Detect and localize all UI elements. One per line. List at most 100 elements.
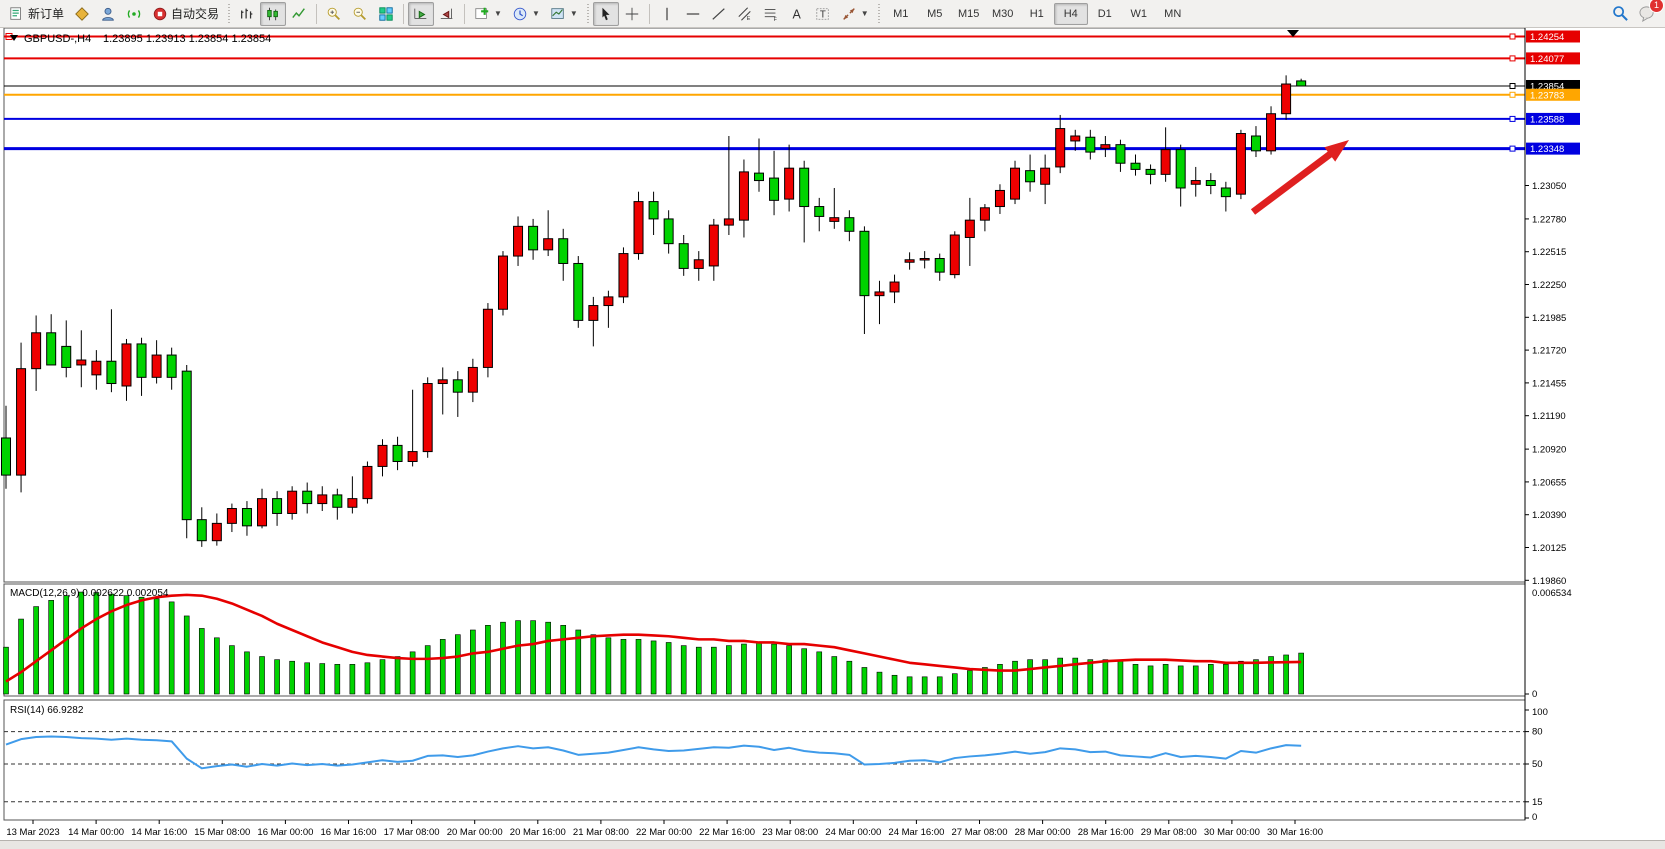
rsi-level-label-100: 100 <box>1532 707 1548 718</box>
time-axis-label: 24 Mar 00:00 <box>825 827 881 838</box>
timeframe-m5-button[interactable]: M5 <box>927 7 943 20</box>
svg-text:A: A <box>792 7 801 21</box>
rsi-level-label-15: 15 <box>1532 797 1543 808</box>
price-axis-label: 1.20920 <box>1532 445 1566 456</box>
time-axis-label: 13 Mar 2023 <box>6 827 59 838</box>
price-axis-label: 1.22515 <box>1532 247 1566 258</box>
time-axis-label: 16 Mar 00:00 <box>257 827 313 838</box>
price-axis-label: 1.21190 <box>1532 411 1566 422</box>
price-axis-label: 1.22780 <box>1532 214 1566 225</box>
periods-dropdown-button[interactable]: ▼ <box>507 2 545 26</box>
templates-dropdown-button[interactable]: ▼ <box>545 2 583 26</box>
notifications-icon[interactable]: 1 <box>1634 0 1664 26</box>
ohlc-values: 1.23895 1.23913 1.23854 1.23854 <box>103 33 271 45</box>
zoom-in-button[interactable] <box>321 2 347 26</box>
time-axis-label: 20 Mar 16:00 <box>510 827 566 838</box>
signals-button[interactable] <box>121 2 147 26</box>
timeframe-h4-button[interactable]: H4 <box>1053 2 1088 25</box>
zoom-out-button[interactable] <box>347 2 373 26</box>
candlestick-mode-button[interactable] <box>260 1 287 26</box>
toolbar-drag-handle[interactable] <box>876 3 881 24</box>
line-anchor-marker[interactable] <box>1509 55 1516 62</box>
time-axis-label: 28 Mar 16:00 <box>1078 827 1134 838</box>
tile-windows-button[interactable] <box>373 2 399 26</box>
macd-histogram <box>3 591 1304 695</box>
crosshair-tool-button[interactable] <box>619 2 645 26</box>
arrows-tool-dropdown-button[interactable]: ▼ <box>836 2 874 26</box>
time-axis-label: 30 Mar 00:00 <box>1204 827 1260 838</box>
vertical-line-tool-button[interactable] <box>654 2 680 26</box>
timeframe-w1-button[interactable]: W1 <box>1130 7 1147 20</box>
main-toolbar: 新订单 自动交易 ▼ ▼ ▼ E F A T ▼ M1 M5 M15 M30 H1 H4 D1 W1 MN 1 <box>0 0 1665 28</box>
price-tag-1.23348 <box>1526 142 1580 155</box>
timeframe-m1-button[interactable]: M1 <box>893 7 909 20</box>
time-axis-label: 15 Mar 08:00 <box>194 827 250 838</box>
cursor-tool-button[interactable] <box>592 1 619 26</box>
autotrade-label: 自动交易 <box>171 7 220 21</box>
symbol-dropdown-icon[interactable] <box>10 35 18 41</box>
symbol-label: GBPUSD-,H4 <box>24 33 91 45</box>
text-tool-button[interactable]: A <box>784 2 810 26</box>
market-depth-button[interactable] <box>69 2 95 26</box>
price-tag-1.24254 <box>1526 30 1580 43</box>
new-order-button[interactable]: 新订单 <box>4 2 69 26</box>
price-axis-label: 1.19860 <box>1532 576 1566 587</box>
toolbar-drag-handle[interactable] <box>227 3 232 24</box>
price-tag-text: 1.24254 <box>1530 32 1564 43</box>
rsi-level-label-0: 0 <box>1532 812 1537 823</box>
price-axis-label: 1.20390 <box>1532 510 1566 521</box>
search-icon[interactable] <box>1607 2 1634 26</box>
macd-signal-line <box>5 593 1302 683</box>
line-anchor-marker[interactable] <box>1509 145 1516 152</box>
price-axis-label: 1.21455 <box>1532 378 1566 389</box>
horizontal-line-tool-button[interactable] <box>680 2 706 26</box>
trend-arrow-shaft[interactable] <box>1250 148 1337 215</box>
chart-shift-button[interactable] <box>434 2 460 26</box>
price-tag-1.23783 <box>1526 88 1580 101</box>
line-anchor-marker[interactable] <box>1509 82 1516 89</box>
candlestick-series <box>1 75 1307 547</box>
toolbar-drag-handle[interactable] <box>585 3 590 24</box>
trend-arrow-head[interactable] <box>1324 140 1349 162</box>
text-label-tool-button[interactable]: T <box>810 2 836 26</box>
line-anchor-marker[interactable] <box>1509 33 1516 40</box>
timeframe-h1-button[interactable]: H1 <box>1029 7 1044 20</box>
autotrading-button[interactable]: 自动交易 <box>147 2 224 26</box>
time-axis-label: 30 Mar 16:00 <box>1267 827 1323 838</box>
svg-text:F: F <box>773 17 777 22</box>
timeframe-m30-button[interactable]: M30 <box>992 7 1014 20</box>
chart-area[interactable]: 1.23050 1.22780 1.22515 1.22250 1.21985 1.217… <box>0 27 1665 840</box>
price-tag-text: 1.23588 <box>1530 114 1564 125</box>
price-tag-text: 1.23783 <box>1530 90 1564 101</box>
time-axis-label: 14 Mar 00:00 <box>68 827 124 838</box>
timeframe-d1-button[interactable]: D1 <box>1097 7 1112 20</box>
fibonacci-tool-button[interactable]: F <box>758 2 784 26</box>
price-axis-label: 1.22250 <box>1532 280 1566 291</box>
svg-text:E: E <box>747 16 751 22</box>
indicators-dropdown-button[interactable]: ▼ <box>469 2 507 26</box>
toolbar-separator <box>648 3 650 24</box>
time-axis-label: 14 Mar 16:00 <box>131 827 187 838</box>
timeframe-mn-button[interactable]: MN <box>1164 7 1182 20</box>
toolbar-separator <box>403 3 405 24</box>
price-axis-label: 1.20125 <box>1532 543 1566 554</box>
trendline-tool-button[interactable] <box>706 2 732 26</box>
auto-scroll-button[interactable] <box>408 1 435 26</box>
trade-accounts-button[interactable] <box>95 2 121 26</box>
line-anchor-marker[interactable] <box>1509 91 1516 98</box>
chart-shift-marker[interactable] <box>1287 30 1299 37</box>
rsi-indicator-label: RSI(14) 66.9282 <box>10 705 84 716</box>
bar-chart-mode-button[interactable] <box>234 2 260 26</box>
time-axis-label: 28 Mar 00:00 <box>1015 827 1071 838</box>
price-panel <box>3 27 1526 583</box>
line-anchor-marker[interactable] <box>1509 115 1516 122</box>
timeframe-m15-button[interactable]: M15 <box>958 7 980 20</box>
line-chart-mode-button[interactable] <box>286 2 312 26</box>
svg-text:T: T <box>820 9 826 20</box>
time-axis-label: 21 Mar 08:00 <box>573 827 629 838</box>
price-axis-label: 1.21985 <box>1532 313 1566 324</box>
channel-tool-button[interactable]: E <box>732 2 758 26</box>
price-tag-text: 1.24077 <box>1530 54 1564 65</box>
price-tag-1.23588 <box>1526 112 1580 125</box>
time-axis-label: 17 Mar 08:00 <box>384 827 440 838</box>
